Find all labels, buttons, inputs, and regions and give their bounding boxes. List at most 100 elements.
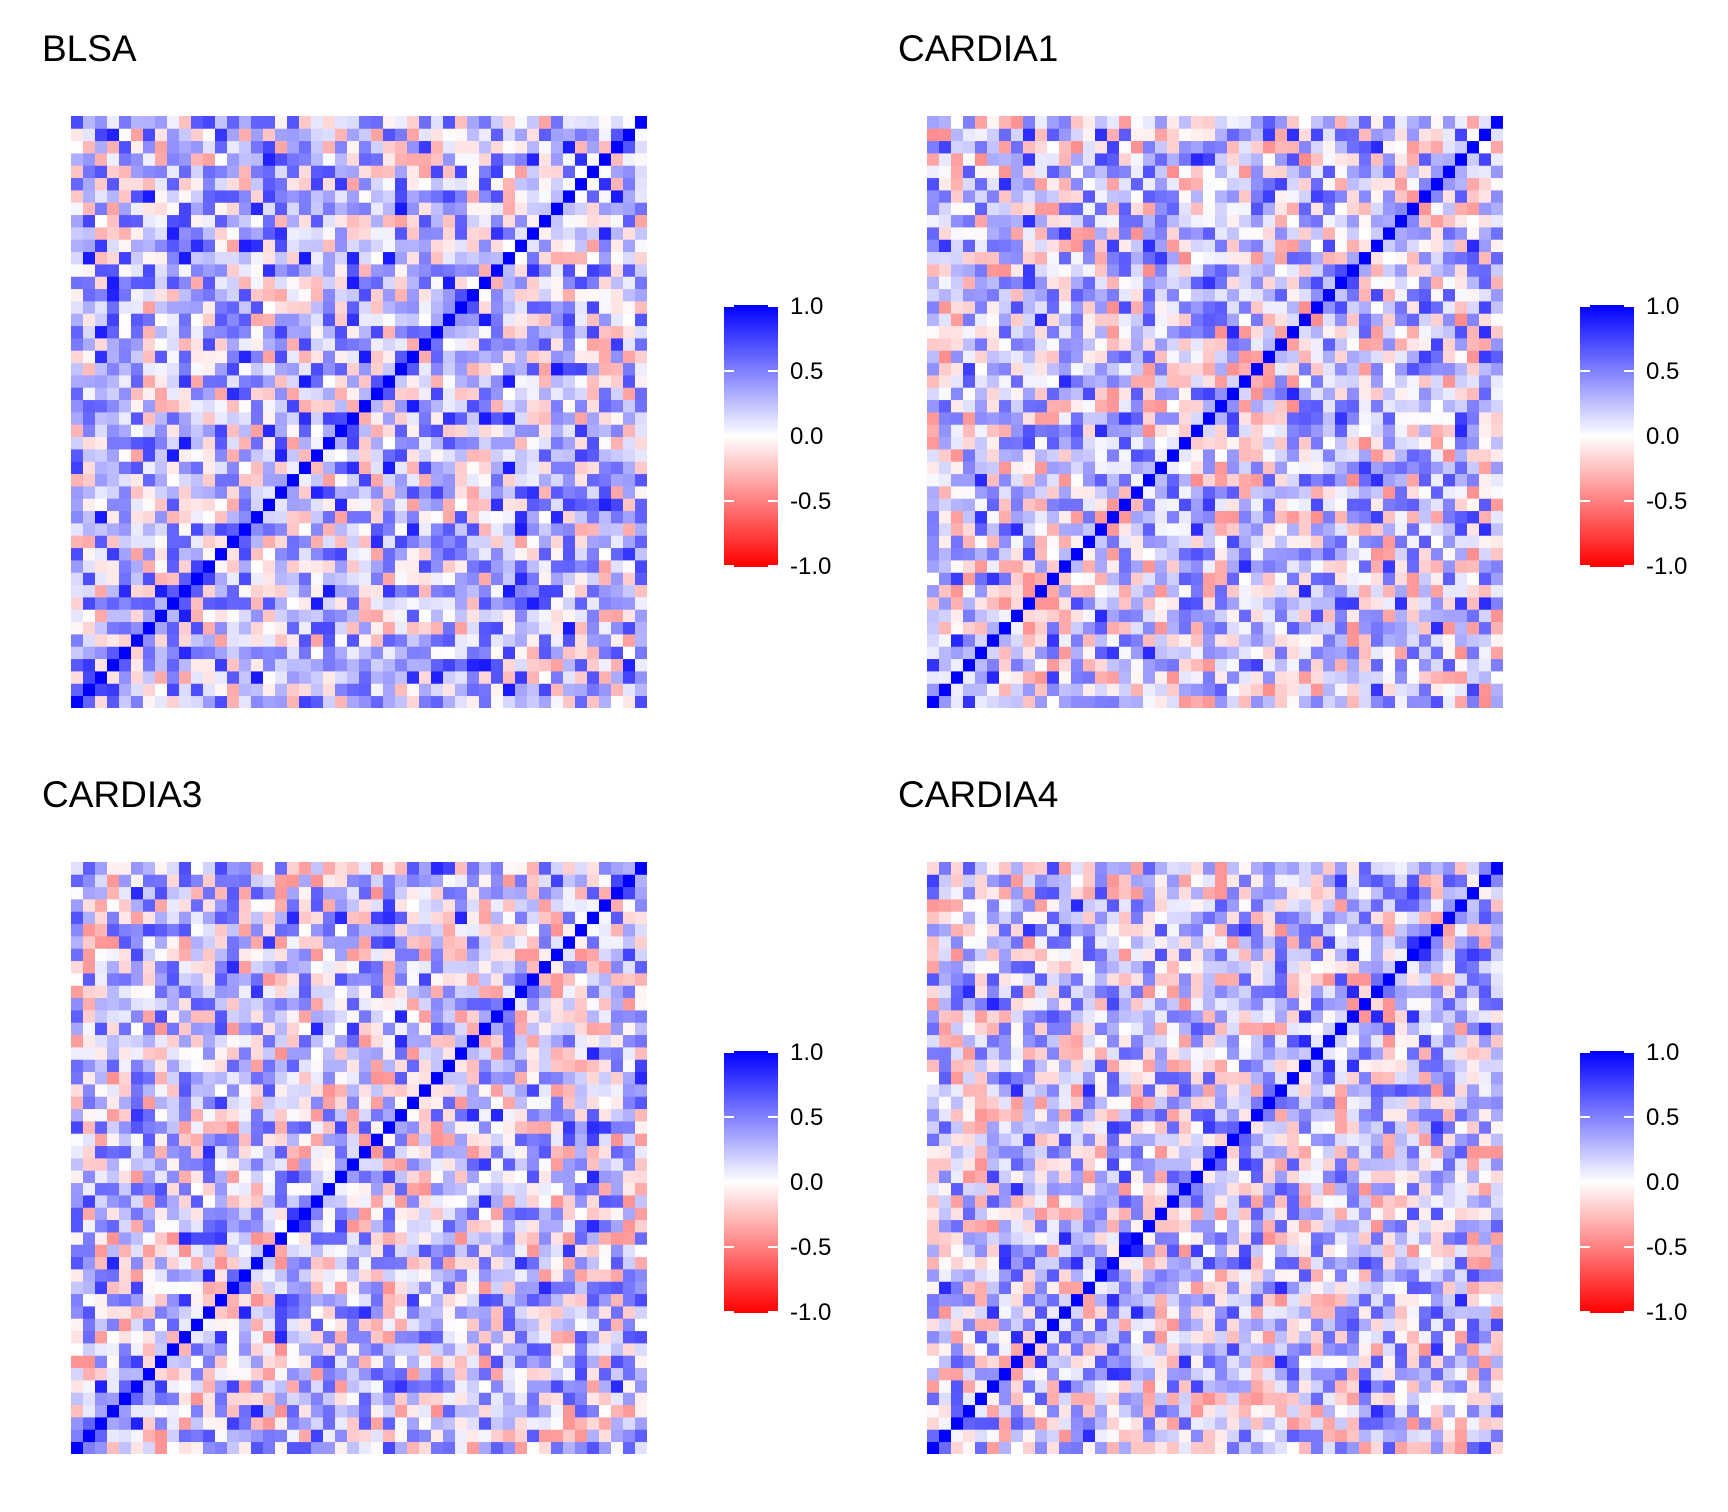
- heatmap-cell: [107, 646, 120, 660]
- heatmap-cell: [1407, 399, 1420, 413]
- heatmap-cell: [1227, 547, 1240, 561]
- heatmap-cell: [443, 634, 456, 647]
- heatmap-cell: [227, 412, 240, 425]
- heatmap-cell: [1215, 338, 1228, 351]
- heatmap-cell: [479, 362, 492, 376]
- heatmap-cell: [1431, 190, 1444, 203]
- heatmap-cell: [1407, 621, 1420, 635]
- heatmap-cell: [71, 424, 84, 438]
- heatmap-cell: [1239, 153, 1252, 166]
- heatmap-cell: [431, 362, 444, 376]
- heatmap-cell: [347, 251, 360, 265]
- heatmap-cell: [407, 1429, 420, 1443]
- heatmap-cell: [503, 658, 516, 672]
- heatmap-cell: [1491, 412, 1503, 425]
- heatmap-cell: [1119, 695, 1132, 708]
- heatmap-cell: [95, 486, 108, 499]
- heatmap-cell: [1143, 449, 1156, 462]
- heatmap-cell: [1203, 584, 1216, 598]
- heatmap-cell: [1383, 523, 1396, 536]
- heatmap-cell: [575, 190, 588, 203]
- heatmap-cell: [587, 214, 600, 228]
- heatmap-cell: [1479, 498, 1492, 512]
- heatmap-cell: [443, 486, 456, 499]
- heatmap-cell: [431, 523, 444, 536]
- heatmap-cell: [623, 288, 636, 302]
- heatmap-cell: [575, 658, 588, 672]
- panel-cardia3: CARDIA3 1.0 0.5 0.0 -0.5 -1.0: [0, 746, 864, 1502]
- heatmap-cell: [987, 597, 1000, 610]
- heatmap-cell: [1263, 584, 1276, 598]
- heatmap-cell: [323, 140, 336, 154]
- heatmap-cell: [575, 251, 588, 265]
- heatmap-cell: [455, 597, 468, 610]
- heatmap-cell: [1311, 325, 1324, 339]
- heatmap-cell: [311, 128, 324, 142]
- correlation-heatmap: [927, 116, 1503, 708]
- heatmap-cell: [1239, 264, 1252, 277]
- heatmap-cell: [927, 597, 940, 610]
- heatmap-cell: [371, 362, 384, 376]
- heatmap-cell: [287, 1392, 300, 1406]
- heatmap-cell: [635, 325, 647, 339]
- heatmap-cell: [1383, 449, 1396, 462]
- heatmap-cell: [251, 646, 264, 660]
- heatmap-cell: [455, 486, 468, 499]
- heatmap-cell: [939, 276, 952, 290]
- heatmap-cell: [1479, 214, 1492, 228]
- heatmap-cell: [1383, 436, 1396, 450]
- heatmap-cell: [1479, 313, 1492, 327]
- heatmap-cell: [1455, 547, 1468, 561]
- heatmap-cell: [963, 535, 976, 549]
- heatmap-cell: [963, 646, 976, 660]
- heatmap-cell: [1455, 473, 1468, 487]
- heatmap-cell: [83, 609, 96, 623]
- heatmap-cell: [1299, 658, 1312, 672]
- heatmap-cell: [383, 584, 396, 598]
- heatmap-cell: [963, 498, 976, 512]
- heatmap-cell: [1251, 449, 1264, 462]
- heatmap-cell: [503, 547, 516, 561]
- heatmap-cell: [131, 190, 144, 203]
- heatmap-cell: [215, 338, 228, 351]
- heatmap-cell: [1083, 165, 1096, 179]
- heatmap-cell: [347, 375, 360, 388]
- heatmap-cell: [563, 621, 576, 635]
- heatmap-cell: [1227, 375, 1240, 388]
- heatmap-cell: [1467, 202, 1480, 216]
- heatmap-cell: [1395, 597, 1408, 610]
- heatmap-cell: [1347, 227, 1360, 240]
- heatmap-cell: [1491, 461, 1503, 475]
- heatmap-cell: [167, 498, 180, 512]
- heatmap-cell: [563, 535, 576, 549]
- heatmap-cell: [1215, 523, 1228, 536]
- heatmap-cell: [155, 202, 168, 216]
- heatmap-cell: [299, 523, 312, 536]
- heatmap-cell: [635, 362, 647, 376]
- heatmap-cell: [239, 1429, 252, 1443]
- heatmap-cell: [1311, 350, 1324, 364]
- heatmap-cell: [599, 1441, 612, 1454]
- heatmap-cell: [263, 547, 276, 561]
- heatmap-cell: [323, 436, 336, 450]
- heatmap-cell: [155, 535, 168, 549]
- heatmap-cell: [599, 350, 612, 364]
- heatmap-cell: [503, 609, 516, 623]
- heatmap-cell: [1431, 177, 1444, 191]
- heatmap-cell: [1251, 301, 1264, 314]
- heatmap-cell: [1047, 560, 1060, 573]
- heatmap-cell: [1179, 375, 1192, 388]
- heatmap-cell: [1119, 510, 1132, 524]
- heatmap-cell: [563, 683, 576, 697]
- heatmap-cell: [251, 1417, 264, 1430]
- heatmap-cell: [263, 375, 276, 388]
- heatmap-cell: [1083, 634, 1096, 647]
- heatmap-cell: [503, 498, 516, 512]
- heatmap-cell: [191, 1417, 204, 1430]
- heatmap-cell: [1155, 214, 1168, 228]
- heatmap-cell: [587, 597, 600, 610]
- heatmap-cell: [527, 362, 540, 376]
- heatmap-cell: [635, 177, 647, 191]
- heatmap-cell: [407, 1367, 420, 1381]
- heatmap-cell: [999, 486, 1012, 499]
